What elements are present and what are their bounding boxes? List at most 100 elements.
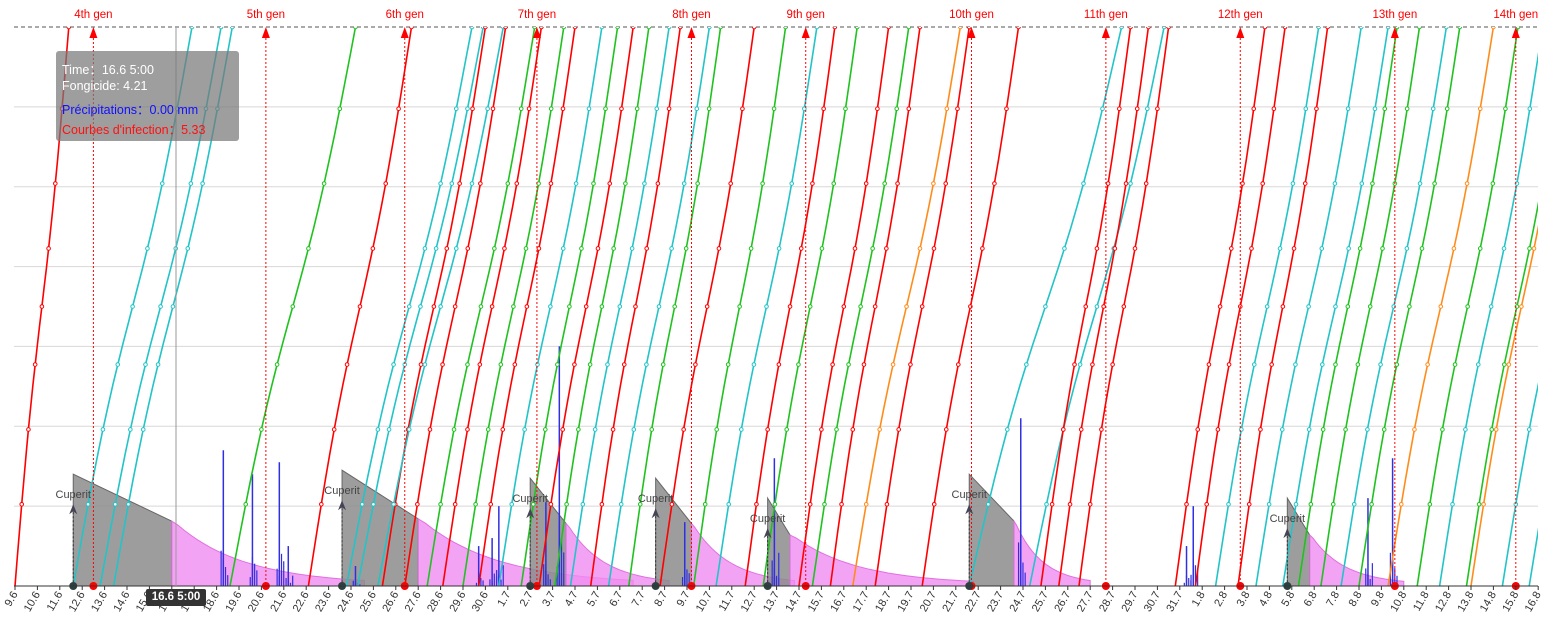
x-tick-label: 1.8 bbox=[1190, 590, 1208, 609]
infection-curve-point bbox=[130, 304, 135, 309]
application-label: Cuperit bbox=[750, 513, 785, 525]
infection-curve-point bbox=[807, 304, 813, 309]
infection-curve-point bbox=[931, 246, 937, 251]
x-tick-label: 14.8 bbox=[1478, 590, 1499, 615]
infection-curve-point bbox=[1489, 427, 1495, 432]
x-tick-label: 28.7 bbox=[1097, 590, 1118, 615]
infection-curve-point bbox=[1367, 304, 1373, 309]
infection-curve-point bbox=[863, 501, 869, 507]
x-tick-label: 25.7 bbox=[1030, 590, 1051, 615]
generation-arrow bbox=[1511, 27, 1520, 38]
x-tick-label: 7.7 bbox=[630, 590, 648, 609]
infection-curve-point bbox=[649, 427, 655, 432]
infection-curve-point bbox=[1293, 501, 1299, 507]
application-label: Cuperit bbox=[512, 493, 547, 505]
infection-curve-point bbox=[796, 362, 801, 367]
infection-curve-point bbox=[427, 427, 433, 432]
infection-curve-point bbox=[560, 246, 566, 251]
infection-curve-point bbox=[1430, 106, 1436, 112]
infection-curve-point bbox=[672, 304, 677, 309]
generation-arrow bbox=[261, 27, 270, 38]
infection-curve-point bbox=[1417, 181, 1423, 186]
x-tick-label: 30.6 bbox=[470, 590, 491, 615]
infection-curve-point bbox=[290, 304, 296, 309]
infection-curve-point bbox=[854, 27, 860, 30]
x-tick-label: 4.8 bbox=[1257, 590, 1275, 609]
x-tick-label: 13.6 bbox=[89, 590, 110, 615]
infection-curve-point bbox=[319, 501, 324, 507]
infection-curve-point bbox=[409, 27, 414, 30]
infection-curve-point bbox=[579, 246, 584, 251]
infection-curve-point bbox=[1112, 246, 1118, 251]
infection-curve-point bbox=[576, 427, 581, 432]
infection-curve-point bbox=[418, 304, 423, 309]
infection-curve-point bbox=[469, 181, 475, 186]
x-tick-label: 19.6 bbox=[223, 590, 244, 615]
infection-curve-point bbox=[243, 501, 249, 507]
infection-curve-point bbox=[1444, 106, 1450, 112]
x-tick-label: 31.7 bbox=[1164, 590, 1185, 615]
x-tick-label: 26.7 bbox=[1052, 590, 1073, 615]
infection-curve-point bbox=[677, 27, 683, 30]
infection-curve-point bbox=[452, 501, 458, 507]
infection-curve-point bbox=[536, 246, 542, 251]
infection-curve-point bbox=[431, 304, 437, 309]
generation-label: 5th gen bbox=[247, 9, 285, 21]
infection-curve-point bbox=[452, 304, 458, 309]
infection-curve-point bbox=[422, 246, 428, 251]
x-tick-label: 9.8 bbox=[1369, 590, 1387, 609]
infection-curve bbox=[1528, 527, 1538, 586]
infection-curve-point bbox=[1359, 181, 1365, 186]
infection-curve-point bbox=[798, 246, 804, 251]
infection-curve-point bbox=[1121, 304, 1127, 309]
application-label: Cuperit bbox=[56, 489, 91, 501]
x-tick-label: 2.8 bbox=[1212, 590, 1230, 609]
infection-curve-point bbox=[375, 427, 381, 432]
infection-curve-point bbox=[739, 427, 744, 432]
infection-curve-point bbox=[1343, 427, 1348, 432]
infection-curve-point bbox=[19, 501, 25, 507]
infection-curve-point bbox=[438, 181, 443, 186]
infection-curve-point bbox=[1332, 181, 1338, 186]
infection-curve-point bbox=[100, 427, 106, 432]
infection-curve-point bbox=[599, 304, 605, 309]
infection-curve-point bbox=[1260, 181, 1265, 186]
infection-curve-point bbox=[1240, 181, 1245, 186]
infection-curve-point bbox=[1370, 181, 1375, 186]
infection-curve-point bbox=[683, 246, 689, 251]
infection-curve-point bbox=[1450, 501, 1455, 507]
x-tick-label: 11.8 bbox=[1411, 590, 1432, 614]
infection-curve-point bbox=[619, 106, 624, 112]
infection-curve-point bbox=[1024, 362, 1029, 367]
generation-arrow bbox=[1236, 27, 1245, 38]
infection-curve-point bbox=[532, 27, 537, 30]
infection-curve-point bbox=[1282, 27, 1288, 30]
infection-curve-point bbox=[772, 501, 778, 507]
infection-curve-point bbox=[1128, 27, 1133, 30]
infection-curve-point bbox=[776, 246, 782, 251]
infection-curve-point bbox=[500, 427, 506, 432]
infection-curve-point bbox=[1251, 106, 1257, 112]
infection-curve-point bbox=[560, 106, 566, 112]
infection-curve-point bbox=[1246, 501, 1252, 507]
infection-curve-point bbox=[1290, 181, 1296, 186]
infection-curve-point bbox=[386, 427, 392, 432]
infection-curve-point bbox=[1119, 27, 1124, 30]
infection-curve-point bbox=[875, 106, 880, 112]
infection-curve-point bbox=[535, 362, 540, 367]
x-tick-label: 10.8 bbox=[1388, 590, 1409, 615]
infection-curve-point bbox=[843, 106, 848, 112]
generation-label: 4th gen bbox=[74, 9, 112, 21]
infection-curve-point bbox=[884, 501, 890, 507]
x-tick-label: 28.6 bbox=[425, 590, 446, 615]
generation-arrow bbox=[400, 27, 409, 38]
generation-arrow bbox=[1390, 27, 1399, 38]
infection-curve-point bbox=[1184, 501, 1189, 507]
infection-curve-point bbox=[931, 501, 937, 507]
infection-curve-point bbox=[1217, 304, 1223, 309]
infection-curve-point bbox=[906, 106, 912, 112]
infection-curve-point bbox=[85, 501, 91, 507]
infection-curve-point bbox=[1067, 501, 1073, 507]
x-tick-label: 20.7 bbox=[918, 590, 939, 615]
x-tick-label: 20.6 bbox=[246, 590, 267, 615]
